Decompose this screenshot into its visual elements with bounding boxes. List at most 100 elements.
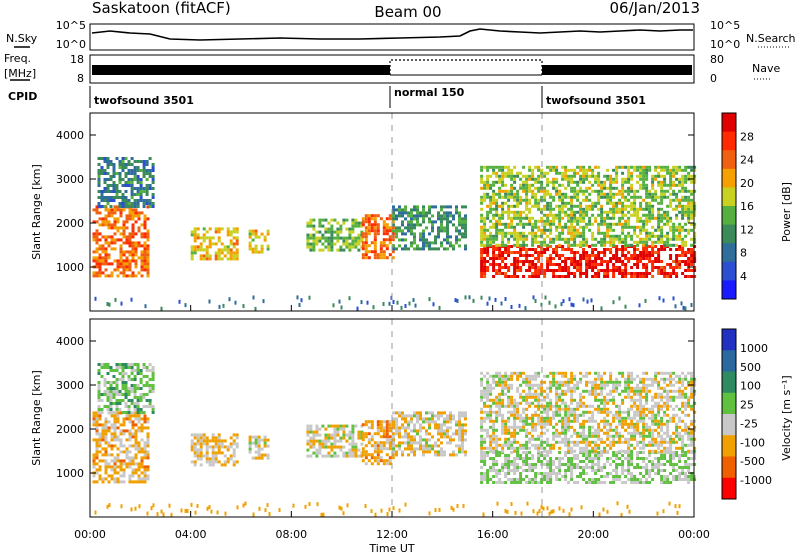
velocity-cell-region-8	[546, 411, 549, 414]
velocity-cell-region-7	[660, 475, 663, 478]
velocity-cell-region-7	[516, 466, 519, 469]
power-cell-region-8	[627, 244, 630, 247]
power-cell-region-8	[639, 220, 642, 223]
velocity-cell-region-6	[464, 411, 467, 414]
power-cell-region-8	[675, 178, 678, 181]
velocity-cell-region-0	[105, 459, 108, 462]
velocity-cell-region-7	[588, 478, 591, 481]
velocity-cell-region-7	[684, 451, 687, 454]
power-cell-region-8	[504, 223, 507, 226]
power-cell-region-8	[492, 223, 495, 226]
power-cell-region-7	[621, 275, 624, 278]
velocity-cell-region-7	[615, 454, 618, 457]
velocity-cell-region-4	[321, 425, 324, 428]
power-cell-region-7	[612, 263, 615, 266]
power-cell-region-8	[567, 229, 570, 232]
velocity-cell-region-8	[555, 381, 558, 384]
power-cell-region-8	[633, 190, 636, 193]
velocity-cell-region-7	[558, 466, 561, 469]
velocity-cell-region-7	[543, 454, 546, 457]
power-cell-region-0	[123, 271, 126, 274]
power-cell-region-8	[564, 202, 567, 205]
power-cell-region-8	[600, 208, 603, 211]
velocity-cell-region-1	[137, 369, 140, 372]
velocity-cell-region-7	[624, 475, 627, 478]
power-cell-region-8	[525, 196, 528, 199]
velocity-cell-region-0	[114, 429, 117, 432]
velocity-cell-region-8	[495, 417, 498, 420]
power-cell-region-8	[654, 178, 657, 181]
power-cell-region-7	[585, 257, 588, 260]
power-cell-region-1	[140, 193, 143, 196]
power-cell-region-2	[221, 242, 224, 245]
power-cell-region-8	[519, 187, 522, 190]
power-cell-region-8	[618, 238, 621, 241]
velocity-cell-region-7	[531, 466, 534, 469]
power-cell-region-0	[132, 226, 135, 229]
power-cell-region-8	[633, 226, 636, 229]
velocity-cell-region-1	[125, 381, 128, 384]
velocity-cell-region-8	[519, 426, 522, 429]
velocity-cell-region-8	[552, 447, 555, 450]
power-cell-region-0	[129, 253, 132, 256]
velocity-cell-region-7	[579, 475, 582, 478]
velocity-cell-region-3	[255, 445, 258, 448]
power-cell-region-6	[434, 247, 437, 250]
velocity-cell-region-7	[684, 478, 687, 481]
power-cell-region-8	[675, 196, 678, 199]
velocity-cell-region-7	[657, 469, 660, 472]
power-cell-region-8	[540, 229, 543, 232]
power-cell-region-0	[129, 268, 132, 271]
velocity-cell-region-2	[230, 457, 233, 460]
power-cell-region-7	[639, 272, 642, 275]
power-cell-region-8	[684, 223, 687, 226]
power-cell-region-8	[663, 166, 666, 169]
power-cell-region-8	[501, 181, 504, 184]
velocity-cell-region-7	[648, 481, 651, 484]
power-cell-region-7	[525, 251, 528, 254]
power-cell-region-8	[519, 214, 522, 217]
power-cell-region-6	[440, 244, 443, 247]
velocity-cell-region-1	[137, 366, 140, 369]
power-cell-region-7	[582, 251, 585, 254]
velocity-cell-region-7	[489, 466, 492, 469]
velocity-cell-region-0	[138, 480, 141, 483]
power-cell-region-8	[528, 166, 531, 169]
power-cell-region-6	[437, 235, 440, 238]
power-cell-region-8	[591, 223, 594, 226]
velocity-cell-region-1	[131, 390, 134, 393]
velocity-cell-region-7	[621, 463, 624, 466]
velocity-cell-region-4	[354, 455, 357, 458]
power-cell-region-2	[197, 233, 200, 236]
power-cell-region-6	[452, 244, 455, 247]
velocity-cell-region-8	[519, 444, 522, 447]
power-cell-region-8	[504, 202, 507, 205]
velocity-cell-region-0	[132, 411, 135, 414]
velocity-cell-region-4	[339, 440, 342, 443]
power-cell-region-7	[570, 257, 573, 260]
power-cell-region-7	[522, 260, 525, 263]
velocity-cell-region-8	[492, 441, 495, 444]
power-cell-region-8	[519, 211, 522, 214]
power-cell-region-6	[464, 220, 467, 223]
power-cell-region-7	[633, 251, 636, 254]
velocity-cell-region-0	[111, 414, 114, 417]
power-cell-region-1	[137, 181, 140, 184]
power-cell-region-8	[585, 199, 588, 202]
power-cell-region-8	[516, 202, 519, 205]
velocity-cell-region-1	[146, 384, 149, 387]
velocity-cell-region-2	[224, 463, 227, 466]
power-ground-cell	[555, 304, 557, 308]
power-cell-region-8	[609, 202, 612, 205]
power-cell-region-0	[126, 262, 129, 265]
power-cell-region-8	[594, 166, 597, 169]
velocity-cell-region-5	[377, 420, 380, 423]
velocity-cell-region-8	[480, 441, 483, 444]
power-cell-region-6	[449, 205, 452, 208]
velocity-cell-region-6	[413, 414, 416, 417]
power-cell-region-5	[368, 232, 371, 235]
velocity-cell-region-7	[678, 466, 681, 469]
velocity-cell-region-6	[428, 417, 431, 420]
power-cell-region-8	[642, 181, 645, 184]
power-cell-region-0	[147, 259, 150, 262]
